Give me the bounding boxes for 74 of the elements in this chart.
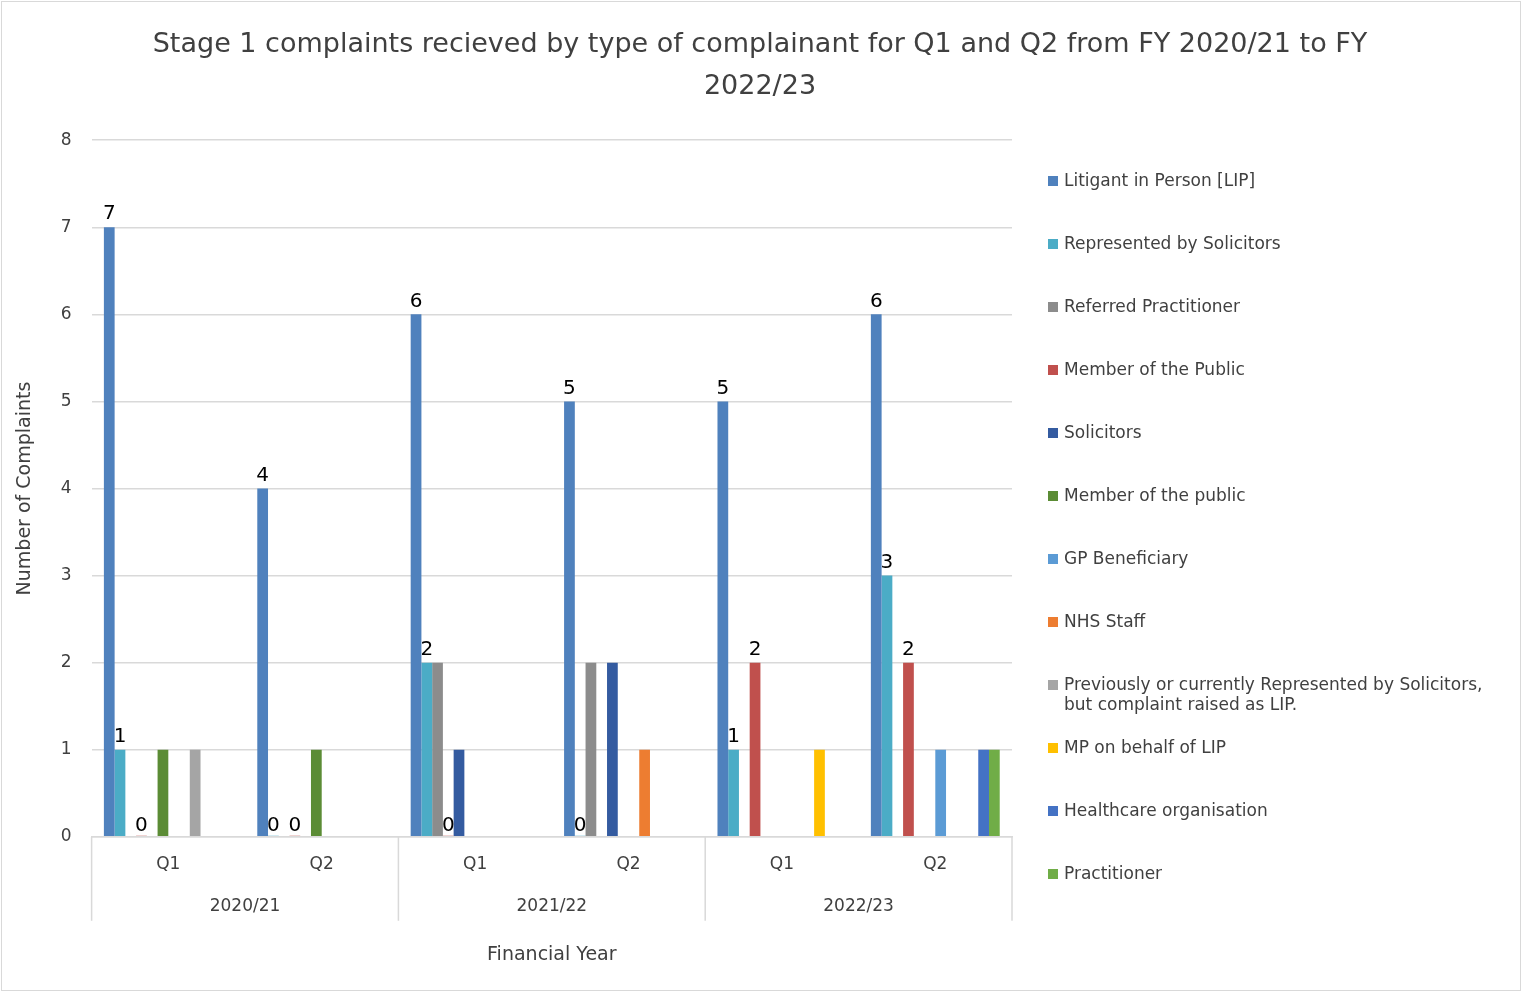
bar [157, 749, 169, 837]
legend-label: Practitioner [1064, 863, 1163, 883]
legend-label: Member of the Public [1064, 359, 1245, 379]
text: 2021/22 [516, 895, 588, 916]
data-label: 5 [563, 374, 576, 399]
bar [639, 749, 650, 837]
y-tick-label: 4 [60, 476, 72, 497]
data-label: 0 [288, 812, 302, 836]
legend-label: Referred Practitioner [1064, 296, 1241, 316]
data-label: 0 [267, 812, 280, 836]
bar [881, 575, 893, 837]
legend-label: Healthcare organisation [1064, 800, 1268, 820]
bar [607, 662, 618, 837]
data-label: 6 [869, 287, 883, 312]
bar [978, 749, 989, 837]
data-label: 7 [102, 200, 116, 225]
data-label: 1 [113, 722, 127, 747]
bar [421, 662, 433, 837]
bar [564, 401, 575, 837]
data-label: 4 [256, 461, 270, 486]
bar [453, 749, 465, 837]
legend-label: GP Beneficiary [1064, 548, 1189, 568]
x-axis-title: Financial Year [487, 941, 617, 964]
bar [189, 749, 201, 837]
data-label: 0 [135, 812, 148, 836]
bar [728, 749, 739, 837]
data-label: 1 [727, 722, 740, 747]
bar [935, 749, 947, 837]
x-tick-label: Q1 [769, 853, 795, 874]
chart-title: Stage 1 complaints recieved by type of complainant for Q1 and Q2 from FY 2020/21 to FY 2022/23 [151, 26, 1369, 102]
x-tick-label: Q2 [616, 853, 641, 874]
y-axis-title: Number of Complaints [12, 381, 35, 596]
x-tick-label: Q2 [923, 853, 948, 874]
data-label: 2 [420, 635, 434, 660]
bar [870, 314, 882, 837]
y-tick-label: 3 [60, 564, 72, 584]
bar [432, 662, 443, 837]
x-tick-label: Q1 [156, 853, 181, 874]
data-label: 0 [573, 812, 587, 836]
y-tick-label: 0 [60, 825, 72, 846]
bar [717, 401, 729, 837]
data-label: 2 [902, 635, 915, 660]
bar [310, 749, 322, 837]
data-label: 6 [409, 287, 423, 312]
bar [257, 488, 269, 837]
y-tick-label: 6 [60, 302, 72, 323]
bar [749, 662, 761, 837]
text: 2020/21 [209, 895, 281, 916]
data-label: 0 [441, 812, 455, 836]
text: 2022/23 [823, 895, 894, 916]
bar [410, 314, 422, 837]
data-label: 3 [880, 548, 894, 573]
y-tick-label: 1 [60, 738, 72, 759]
legend-label: Solicitors [1064, 422, 1142, 442]
legend-label: NHS Staff [1064, 611, 1146, 631]
legend-label: Member of the public [1064, 485, 1246, 505]
data-label: 2 [748, 635, 762, 660]
legend-label: Previously or currently Represented by Solicitors, but complaint raised as LIP. [1064, 674, 1484, 714]
y-tick-label: 8 [60, 128, 72, 149]
legend-label: Represented by Solicitors [1064, 233, 1281, 253]
x-tick-label: Q1 [463, 853, 488, 874]
bar [814, 749, 825, 837]
y-tick-label: 5 [60, 389, 72, 410]
bar [988, 749, 1000, 837]
legend-label: Litigant in Person [LIP] [1064, 170, 1256, 190]
y-tick-label: 7 [60, 215, 72, 236]
x-tick-label: Q2 [309, 853, 334, 874]
legend-label: MP on behalf of LIP [1064, 737, 1226, 757]
data-label: 5 [716, 374, 730, 399]
bar [114, 749, 126, 837]
bar [585, 662, 597, 837]
bar [903, 662, 914, 837]
y-tick-label: 2 [60, 651, 72, 672]
bar [103, 227, 115, 837]
